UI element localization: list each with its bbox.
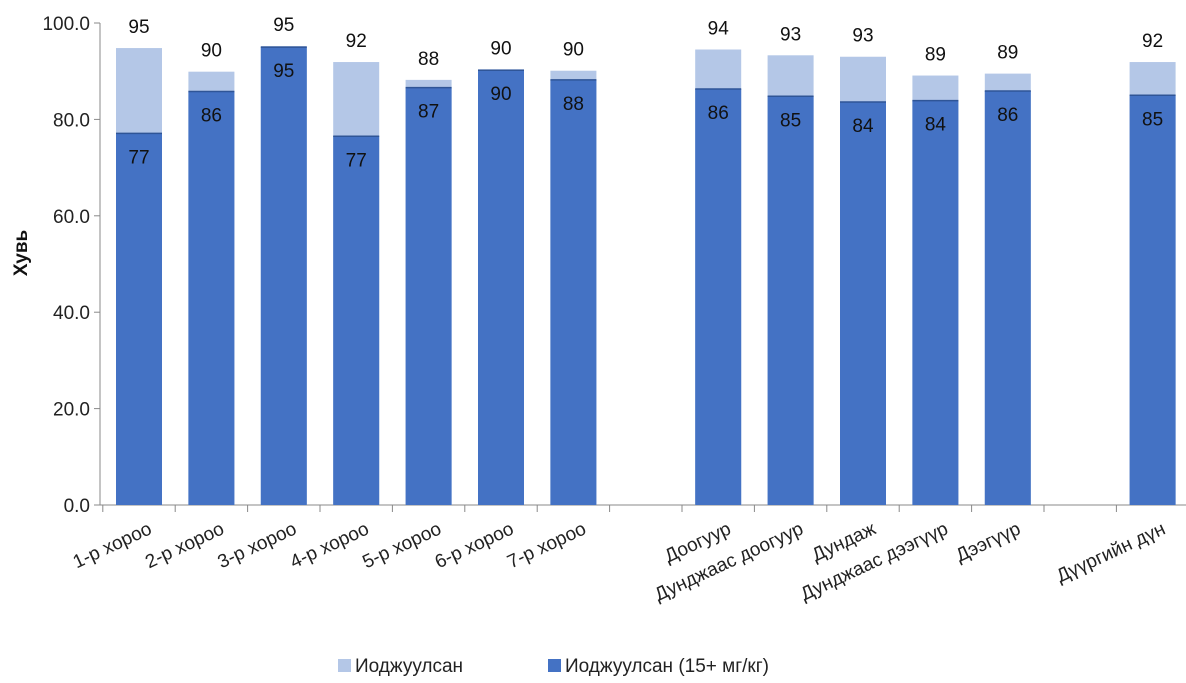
data-label-iodized-15plus: 90 [490, 84, 511, 105]
data-label-iodized: 90 [490, 38, 511, 59]
data-label-iodized: 92 [346, 31, 367, 52]
bar-iodized-15plus [478, 70, 524, 506]
category-label: 3-р хороо [215, 518, 300, 573]
category-label: 4-р хороо [287, 518, 372, 573]
data-label-iodized: 95 [273, 15, 294, 36]
data-label-iodized-15plus: 86 [708, 103, 729, 124]
data-label-iodized: 93 [780, 24, 801, 45]
bar-group [116, 46, 1176, 506]
data-label-iodized: 94 [708, 19, 730, 40]
bar-iodized-15plus [767, 96, 814, 505]
category-label: 2-р хороо [142, 518, 227, 573]
legend: Иоджуулсан Иоджуулсан (15+ мг/кг) [338, 656, 769, 677]
bar-iodized-15plus [116, 133, 162, 506]
category-label: 1-р хороо [70, 518, 155, 573]
bar-iodized-15plus [260, 47, 307, 505]
data-label-iodized-15plus: 84 [852, 116, 874, 137]
category-label: Дээгүүр [953, 518, 1024, 566]
y-tick-label: 80.0 [53, 110, 90, 131]
y-axis-title: Хувь [11, 230, 32, 276]
category-label: 6-р хороо [432, 518, 517, 573]
data-label-iodized-15plus: 84 [925, 115, 947, 136]
data-label-iodized-15plus: 85 [1142, 109, 1163, 130]
bar-iodized-15plus [695, 89, 742, 505]
bar-iodized-15plus [912, 100, 959, 506]
y-tick-label: 0.0 [64, 496, 90, 517]
data-label-iodized: 90 [563, 40, 584, 61]
category-label: 7-р хороо [504, 518, 589, 573]
data-label-iodized: 89 [997, 43, 1018, 64]
legend-label: Иоджуулсан [355, 656, 463, 677]
data-label-iodized: 93 [852, 26, 873, 47]
data-label-iodized-15plus: 77 [128, 147, 149, 168]
category-label: 5-р хороо [359, 518, 444, 573]
bar-iodized-15plus [840, 102, 886, 505]
bar-iodized-15plus [333, 136, 380, 505]
category-label: Дүүргийн дүн [1053, 518, 1168, 587]
data-label-group: 95 77 90 86 95 95 92 77 88 87 90 90 90 88 94 86 93 85 93 84… [128, 15, 1163, 171]
bar-iodized-15plus [550, 79, 597, 505]
data-label-iodized-15plus: 95 [273, 61, 294, 82]
legend-label: Иоджуулсан (15+ мг/кг) [565, 656, 769, 677]
data-label-iodized-15plus: 87 [418, 102, 439, 123]
data-label-iodized: 95 [128, 17, 149, 38]
y-tick-label: 40.0 [53, 303, 90, 324]
y-tick-label: 100.0 [42, 14, 90, 35]
data-label-iodized: 90 [201, 41, 222, 62]
data-label-iodized: 89 [925, 45, 946, 66]
bar-iodized-15plus [188, 91, 235, 505]
data-label-iodized-15plus: 85 [780, 110, 801, 131]
data-label-iodized-15plus: 86 [997, 105, 1018, 126]
legend-swatch [548, 659, 561, 672]
data-label-iodized-15plus: 88 [563, 94, 584, 115]
data-label-iodized-15plus: 86 [201, 105, 222, 126]
bar-iodized-15plus [405, 87, 452, 505]
data-label-iodized-15plus: 77 [346, 150, 367, 171]
y-tick-label: 60.0 [53, 207, 90, 228]
y-tick-label: 20.0 [53, 400, 90, 421]
data-label-iodized: 88 [418, 49, 439, 70]
bar-iodized-15plus [984, 90, 1031, 505]
bar-iodized-15plus [1129, 95, 1176, 506]
legend-swatch [338, 659, 351, 672]
data-label-iodized: 92 [1142, 31, 1163, 52]
